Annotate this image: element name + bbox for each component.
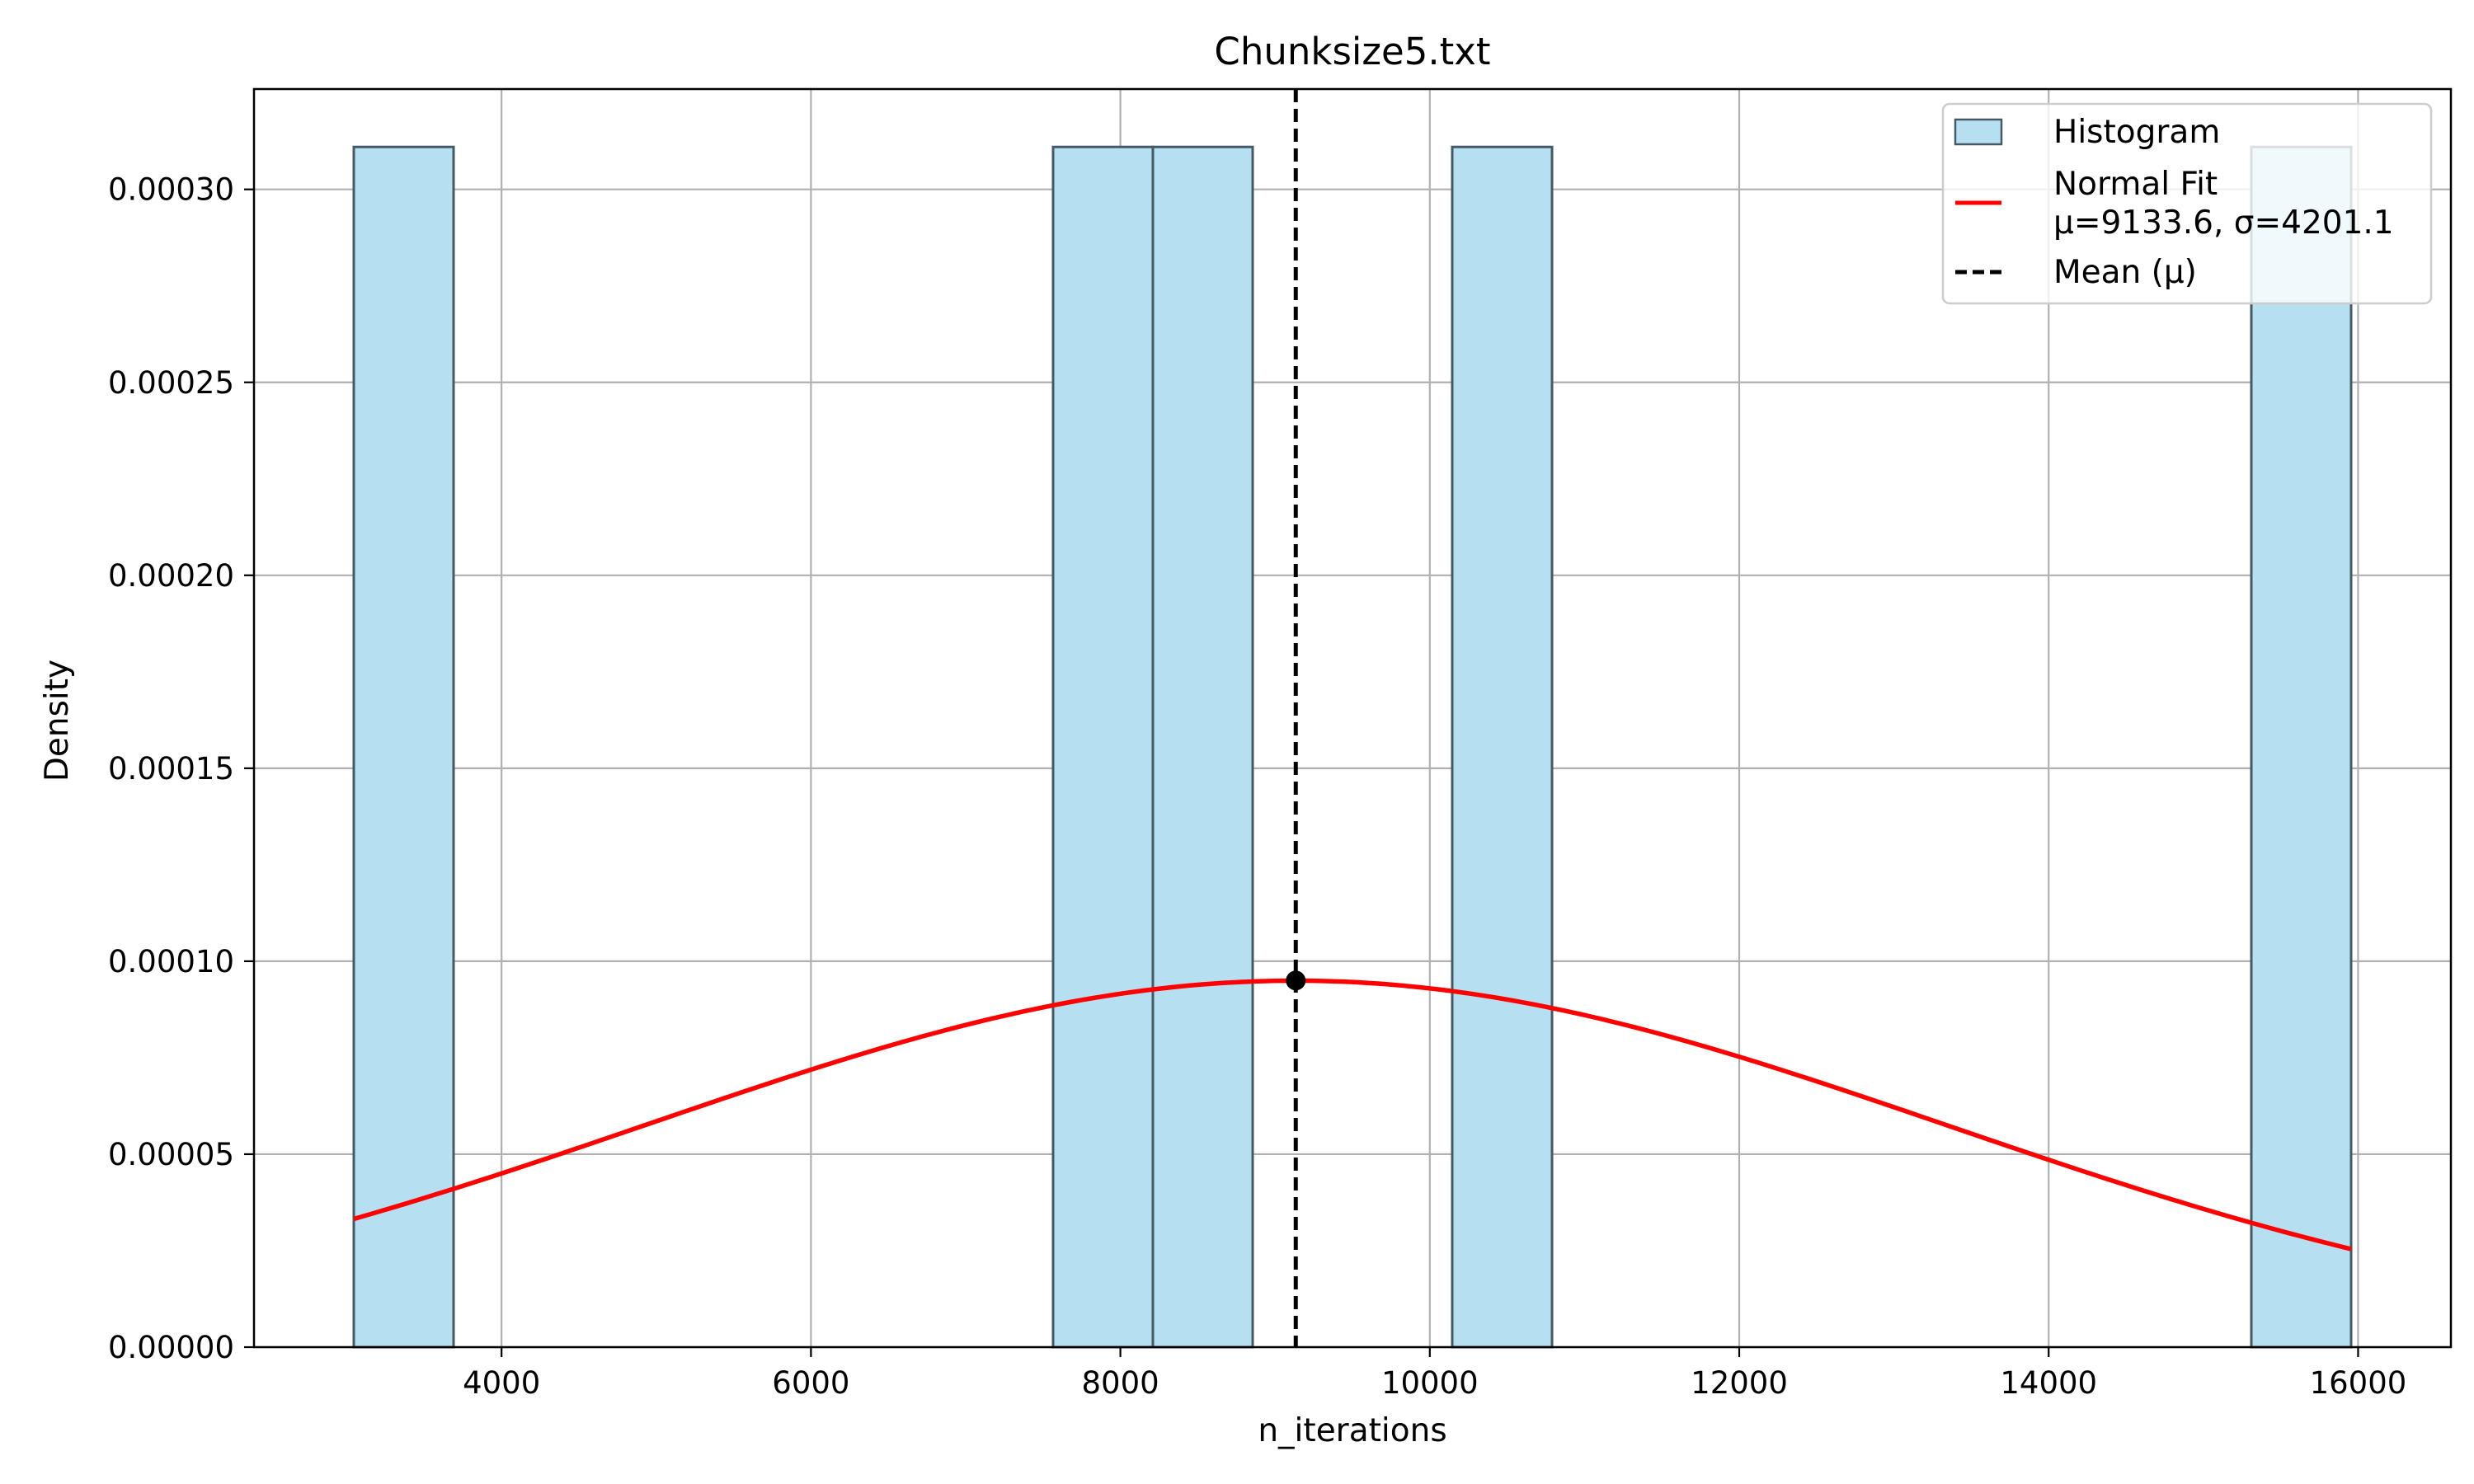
histogram-bar [1051, 145, 1155, 1349]
histogram-bars [352, 145, 2353, 1349]
x-tick-label: 10000 [1381, 1365, 1479, 1401]
histogram-bar [352, 145, 455, 1349]
plot-frame [252, 87, 2453, 1349]
x-tick-label: 8000 [1082, 1365, 1159, 1401]
y-tick-label: 0.00010 [108, 944, 234, 979]
mean-line-layer [1286, 89, 1306, 1347]
y-tick-label: 0.00000 [108, 1330, 234, 1365]
y-tick-label: 0.00015 [108, 751, 234, 787]
x-tick-label: 6000 [772, 1365, 849, 1401]
legend: Histogram Normal Fit μ=9133.6, σ=4201.1 … [1941, 102, 2433, 305]
legend-histogram-label: Histogram [2053, 114, 2220, 151]
normal-fit-curve [353, 978, 2352, 1252]
y-tick-label: 0.00030 [108, 172, 234, 208]
legend-normal-fit-label: Normal Fit [2053, 166, 2218, 203]
chart-title: Chunksize5.txt [1214, 30, 1490, 73]
legend-normal-fit-params: μ=9133.6, σ=4201.1 [2053, 204, 2394, 242]
legend-box [1941, 102, 2433, 305]
peak-point [1286, 970, 1306, 991]
x-axis-label: n_iterations [1258, 1412, 1446, 1449]
y-tick-label: 0.00025 [108, 365, 234, 401]
y-axis-label: Density [39, 660, 76, 782]
legend-mean-label: Mean (μ) [2053, 254, 2197, 291]
histogram-bar [1451, 145, 1554, 1349]
x-tick-label: 16000 [2310, 1365, 2407, 1401]
legend-histogram-swatch [1954, 118, 2003, 146]
histogram-bar [1151, 145, 1254, 1349]
normal-fit-layer [353, 978, 2352, 1252]
y-tick-label: 0.00020 [108, 558, 234, 594]
y-tick-label: 0.00005 [108, 1137, 234, 1172]
histogram-bar [2250, 145, 2353, 1349]
x-tick-label: 12000 [1691, 1365, 1788, 1401]
x-tick-label: 14000 [2000, 1365, 2097, 1401]
x-axis-ticks: 4000 6000 8000 10000 12000 14000 16000 [463, 1347, 2406, 1401]
y-axis-ticks: 0.00000 0.00005 0.00010 0.00015 0.00020 0.000… [108, 172, 254, 1365]
x-tick-label: 4000 [463, 1365, 540, 1401]
